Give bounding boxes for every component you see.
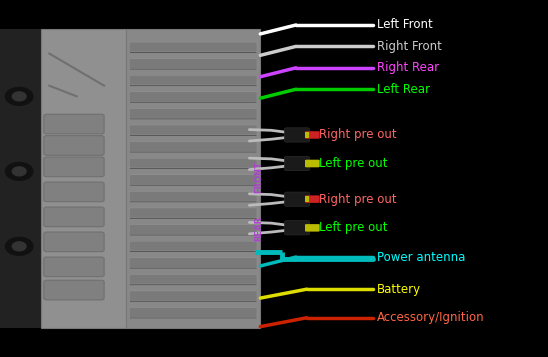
- Text: Left Rear: Left Rear: [377, 83, 430, 96]
- Text: Power antenna: Power antenna: [377, 251, 465, 263]
- FancyBboxPatch shape: [130, 43, 256, 53]
- FancyBboxPatch shape: [129, 42, 257, 52]
- FancyBboxPatch shape: [305, 224, 319, 231]
- FancyBboxPatch shape: [129, 307, 257, 317]
- Circle shape: [5, 237, 33, 255]
- FancyBboxPatch shape: [130, 292, 256, 302]
- Bar: [305, 132, 309, 138]
- FancyBboxPatch shape: [44, 136, 104, 155]
- FancyBboxPatch shape: [130, 126, 256, 136]
- Text: Battery: Battery: [377, 283, 421, 296]
- FancyBboxPatch shape: [44, 207, 104, 227]
- FancyBboxPatch shape: [129, 59, 257, 69]
- FancyBboxPatch shape: [129, 291, 257, 301]
- FancyBboxPatch shape: [44, 114, 104, 134]
- FancyBboxPatch shape: [44, 280, 104, 300]
- Text: Right pre out: Right pre out: [319, 193, 397, 206]
- FancyBboxPatch shape: [129, 241, 257, 251]
- FancyBboxPatch shape: [44, 182, 104, 202]
- Bar: [0, 29, 41, 328]
- FancyBboxPatch shape: [130, 92, 256, 103]
- Bar: [305, 160, 309, 167]
- FancyBboxPatch shape: [130, 209, 256, 219]
- Text: Left Front: Left Front: [377, 19, 433, 31]
- FancyBboxPatch shape: [130, 242, 256, 252]
- FancyBboxPatch shape: [130, 159, 256, 169]
- FancyBboxPatch shape: [130, 59, 256, 70]
- FancyBboxPatch shape: [44, 157, 104, 177]
- FancyBboxPatch shape: [284, 128, 310, 142]
- Text: Right pre out: Right pre out: [319, 129, 397, 141]
- FancyBboxPatch shape: [130, 76, 256, 86]
- FancyBboxPatch shape: [130, 109, 256, 119]
- Text: Accessory/Ignition: Accessory/Ignition: [377, 311, 484, 324]
- Text: Right Front: Right Front: [377, 40, 442, 53]
- Bar: [305, 225, 309, 231]
- FancyBboxPatch shape: [44, 257, 104, 277]
- FancyBboxPatch shape: [130, 142, 256, 152]
- FancyBboxPatch shape: [130, 176, 256, 186]
- Circle shape: [5, 162, 33, 180]
- FancyBboxPatch shape: [129, 175, 257, 185]
- FancyBboxPatch shape: [130, 308, 256, 318]
- FancyBboxPatch shape: [305, 131, 319, 139]
- FancyBboxPatch shape: [129, 125, 257, 135]
- FancyBboxPatch shape: [284, 221, 310, 235]
- FancyBboxPatch shape: [129, 258, 257, 267]
- FancyBboxPatch shape: [284, 156, 310, 171]
- Text: Right Rear: Right Rear: [377, 61, 439, 74]
- FancyBboxPatch shape: [130, 258, 256, 268]
- Circle shape: [13, 242, 26, 251]
- FancyBboxPatch shape: [305, 196, 319, 203]
- Bar: [126, 29, 260, 328]
- Circle shape: [13, 167, 26, 176]
- FancyBboxPatch shape: [129, 92, 257, 102]
- FancyBboxPatch shape: [129, 274, 257, 284]
- FancyBboxPatch shape: [284, 192, 310, 206]
- Circle shape: [13, 92, 26, 101]
- FancyBboxPatch shape: [130, 192, 256, 202]
- FancyBboxPatch shape: [129, 109, 257, 118]
- FancyBboxPatch shape: [130, 275, 256, 285]
- FancyBboxPatch shape: [129, 158, 257, 168]
- Text: Left pre out: Left pre out: [319, 221, 388, 234]
- Bar: [41, 29, 126, 328]
- Text: REAR: REAR: [255, 216, 264, 241]
- FancyBboxPatch shape: [129, 142, 257, 151]
- FancyBboxPatch shape: [129, 191, 257, 201]
- Text: Left pre out: Left pre out: [319, 157, 388, 170]
- FancyBboxPatch shape: [129, 208, 257, 218]
- Text: FRONT: FRONT: [255, 161, 264, 193]
- FancyBboxPatch shape: [44, 232, 104, 252]
- FancyBboxPatch shape: [129, 75, 257, 85]
- Bar: [305, 196, 309, 202]
- FancyBboxPatch shape: [129, 225, 257, 234]
- FancyBboxPatch shape: [305, 160, 319, 167]
- Circle shape: [5, 87, 33, 105]
- FancyBboxPatch shape: [130, 225, 256, 235]
